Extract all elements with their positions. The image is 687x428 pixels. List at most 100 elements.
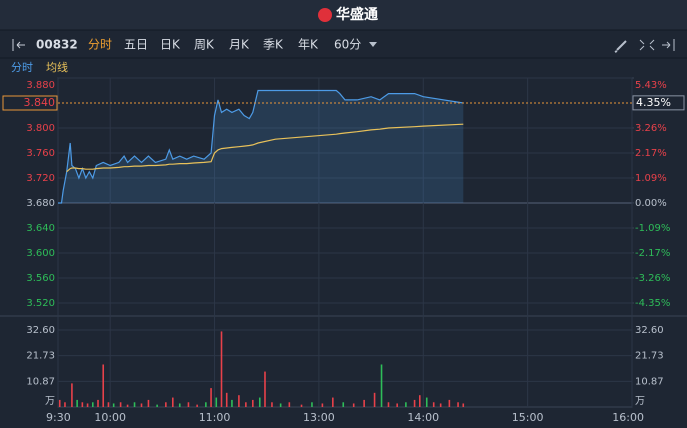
last-change-label: 4.35% <box>636 96 671 109</box>
volume-bar <box>107 402 110 407</box>
y-unit: 万 <box>635 396 645 407</box>
volume-bar <box>81 402 84 407</box>
tab[interactable]: 日K <box>160 38 181 52</box>
y-tick-label: 3.760 <box>26 148 55 159</box>
volume-bar <box>58 399 61 407</box>
volume-bar <box>86 403 89 407</box>
volume-bar <box>172 397 174 407</box>
y-tick-label: 3.720 <box>26 173 55 184</box>
x-tick-label: 11:00 <box>199 411 231 424</box>
volume-bar <box>140 403 143 407</box>
volume-bar <box>413 399 416 407</box>
volume-bar <box>418 395 421 407</box>
volume-bar <box>91 402 94 407</box>
y2-tick-label: 1.09% <box>635 173 667 184</box>
volume-bar <box>147 399 150 407</box>
tab[interactable]: 年K <box>298 38 319 52</box>
volume-bar <box>288 402 291 407</box>
legend-label: 分时 <box>11 61 33 74</box>
tab[interactable]: 分时 <box>88 38 112 52</box>
volume-bar <box>165 402 167 407</box>
volume-bar <box>76 399 78 407</box>
top-bar <box>0 0 687 30</box>
y2-tick-label: 21.73 <box>635 351 664 362</box>
volume-bar <box>252 399 254 407</box>
y2-tick-label: 0.00% <box>635 198 667 209</box>
volume-bar <box>425 397 428 407</box>
volume-bar <box>321 403 324 407</box>
x-tick-label: 14:00 <box>407 411 439 424</box>
volume-bar <box>380 364 383 407</box>
volume-bar <box>258 397 261 407</box>
volume-bar <box>264 371 266 407</box>
y2-tick-label: 10.87 <box>635 376 664 387</box>
volume-bar <box>457 402 459 407</box>
volume-bar <box>119 402 122 407</box>
volume-bar <box>205 402 207 407</box>
volume-bar <box>373 392 376 407</box>
y2-tick-label: -2.17% <box>635 248 670 259</box>
series-line <box>66 123 464 173</box>
volume-bar <box>133 402 136 407</box>
volume-bar <box>231 399 233 407</box>
app-title: 华盛通 <box>336 6 378 23</box>
volume-bar <box>238 395 240 407</box>
tab[interactable]: 季K <box>263 38 284 52</box>
y2-tick-label: 3.26% <box>635 123 667 134</box>
volume-bar <box>352 403 355 407</box>
volume-bar <box>71 383 73 407</box>
volume-bar <box>102 364 105 407</box>
x-tick-label: 9:30 <box>46 411 71 424</box>
dropdown-arrow[interactable] <box>369 42 377 47</box>
tab[interactable]: 月K <box>229 38 250 52</box>
volume-bar <box>187 402 190 407</box>
y-tick-label: 10.87 <box>26 376 55 387</box>
back-icon[interactable] <box>12 39 25 51</box>
y2-tick-label: -1.09% <box>635 223 670 234</box>
y2-tick-label: 32.60 <box>635 325 664 336</box>
price-area <box>58 90 464 203</box>
y2-tick-label: 2.17% <box>635 148 667 159</box>
y-tick-label: 3.600 <box>26 248 55 259</box>
y-tick-label: 21.73 <box>26 351 55 362</box>
volume-bar <box>225 392 228 407</box>
y-tick-label: 3.560 <box>26 273 55 284</box>
expand-icon[interactable] <box>662 39 675 51</box>
volume-bar <box>300 404 303 407</box>
volume-bar <box>126 404 129 407</box>
volume-bar <box>311 402 313 407</box>
fullscreen-icon[interactable] <box>639 39 655 51</box>
y2-tick-label: -3.26% <box>635 273 670 284</box>
volume-bar <box>396 403 398 407</box>
stock-code: 00832 <box>36 38 78 52</box>
volume-bar <box>439 403 442 407</box>
volume-bar <box>279 403 282 407</box>
volume-bar <box>363 399 365 407</box>
draw-icon[interactable] <box>614 40 627 53</box>
y-tick-label: 3.640 <box>26 223 55 234</box>
tab[interactable]: 五日 <box>124 38 148 52</box>
tab[interactable]: 60分 <box>334 38 361 52</box>
volume-bar <box>462 403 465 407</box>
last-change-box <box>632 95 685 111</box>
volume-bar <box>196 404 198 407</box>
volume-bar <box>210 388 212 407</box>
volume-bar <box>271 402 273 407</box>
volume-bar <box>332 397 334 407</box>
tab[interactable]: 周K <box>194 38 215 52</box>
series-line <box>58 89 464 204</box>
y-tick-label: 32.60 <box>26 325 55 336</box>
volume-bar <box>387 402 390 407</box>
y-tick-label: 3.880 <box>26 80 55 91</box>
x-tick-label: 13:00 <box>303 411 335 424</box>
logo-icon <box>318 8 332 22</box>
y-tick-label: 3.520 <box>26 298 55 309</box>
volume-bar <box>215 397 218 407</box>
y-tick-label: 3.800 <box>26 123 55 134</box>
x-tick-label: 10:00 <box>94 411 126 424</box>
volume-bar <box>64 402 66 407</box>
volume-bar <box>405 402 407 407</box>
volume-bar <box>342 402 345 407</box>
legend-label: 均线 <box>46 60 68 74</box>
